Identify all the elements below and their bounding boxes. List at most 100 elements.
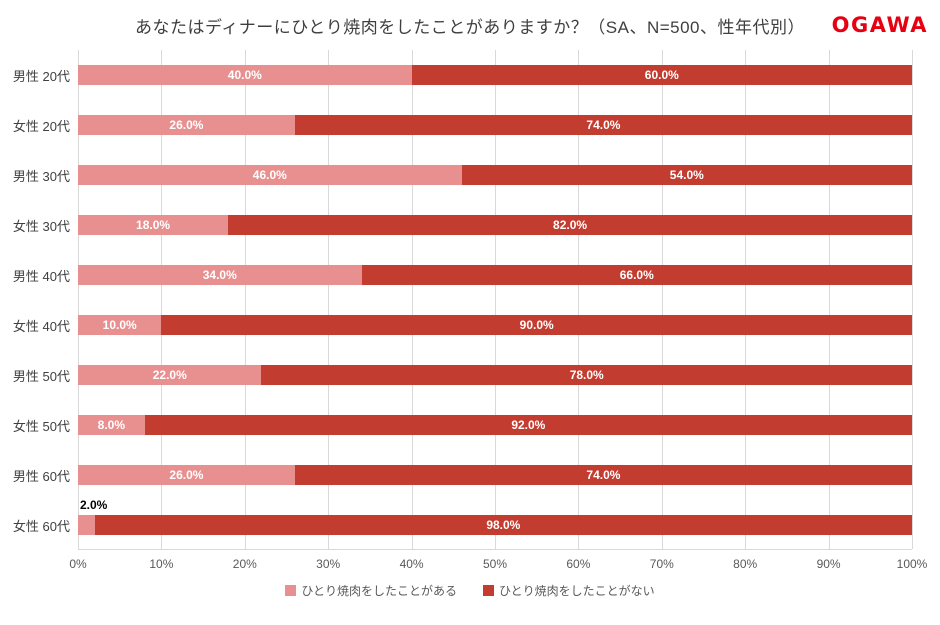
chart-row: 女性 30代 18.0% 82.0% bbox=[13, 200, 912, 250]
category-label: 男性 60代 bbox=[12, 468, 70, 484]
value-label: 66.0% bbox=[619, 268, 654, 282]
legend-label: ひとり焼肉をしたことがある bbox=[301, 584, 457, 598]
x-tick-label: 20% bbox=[232, 557, 257, 571]
category-label: 女性 20代 bbox=[12, 118, 70, 134]
value-label: 78.0% bbox=[569, 368, 604, 382]
value-label: 92.0% bbox=[511, 418, 546, 432]
value-label: 82.0% bbox=[553, 218, 588, 232]
category-label: 男性 20代 bbox=[12, 68, 70, 84]
bar-segment-has-done: 26.0% bbox=[78, 115, 295, 135]
x-tick-label: 100% bbox=[896, 557, 928, 571]
value-label: 74.0% bbox=[586, 118, 621, 132]
chart-legend: ひとり焼肉をしたことがある ひとり焼肉をしたことがない bbox=[0, 582, 940, 599]
x-tick-label: 60% bbox=[566, 557, 591, 571]
stacked-bar: 8.0% 92.0% bbox=[78, 415, 912, 435]
bar-segment-has-done: 40.0% bbox=[78, 65, 412, 85]
x-tick-label: 30% bbox=[316, 557, 341, 571]
bar-segment-has-done: 46.0% bbox=[78, 165, 462, 185]
chart-row: 女性 40代 10.0% 90.0% bbox=[13, 300, 912, 350]
value-label: 34.0% bbox=[202, 268, 237, 282]
gridline bbox=[161, 50, 163, 549]
gridline bbox=[828, 50, 830, 549]
value-label: 18.0% bbox=[136, 218, 171, 232]
value-label: 40.0% bbox=[227, 68, 262, 82]
chart-row: 女性 20代 26.0% 74.0% bbox=[13, 100, 912, 150]
value-label: 90.0% bbox=[519, 318, 554, 332]
bar-segment-has-done: 26.0% bbox=[78, 465, 295, 485]
legend-swatch-icon bbox=[483, 585, 494, 596]
x-tick-label: 70% bbox=[649, 557, 674, 571]
category-label: 男性 40代 bbox=[12, 268, 70, 284]
legend-item: ひとり焼肉をしたことがない bbox=[483, 582, 655, 599]
gridline bbox=[495, 50, 496, 549]
x-axis: 0% 10% 20% 30% 40% 50% 60% 70% 80% 90% 100% bbox=[69, 550, 927, 576]
bar-segment-has-done: 34.0% bbox=[78, 265, 362, 285]
chart-row: 男性 60代 26.0% 74.0% bbox=[13, 450, 912, 500]
value-label: 8.0% bbox=[97, 418, 126, 432]
x-tick-label: 50% bbox=[482, 557, 508, 571]
bar-segment-has-done: 22.0% bbox=[78, 365, 262, 385]
gridline bbox=[578, 50, 580, 549]
stacked-bar: 26.0% 74.0% bbox=[78, 115, 912, 135]
bar-segment-never-done: 92.0% bbox=[144, 415, 912, 435]
value-label: 46.0% bbox=[252, 168, 287, 182]
category-label: 女性 50代 bbox=[12, 418, 70, 434]
value-label: 74.0% bbox=[586, 468, 621, 482]
x-tick-label: 10% bbox=[149, 557, 174, 571]
value-label: 26.0% bbox=[169, 118, 204, 132]
stacked-bar: 22.0% 78.0% bbox=[78, 365, 912, 385]
stacked-bar: 10.0% 90.0% bbox=[78, 315, 912, 335]
gridline bbox=[745, 50, 747, 549]
category-label: 女性 30代 bbox=[12, 218, 70, 234]
bar-segment-has-done: 8.0% bbox=[78, 415, 145, 435]
gridline bbox=[78, 50, 79, 549]
category-label: 女性 40代 bbox=[12, 318, 70, 334]
gridline bbox=[411, 50, 413, 549]
chart-title: あなたはディナーにひとり焼肉をしたことがありますか？（SA、N=500、性年代別… bbox=[134, 17, 806, 37]
stacked-bar: 18.0% 82.0% bbox=[78, 215, 912, 235]
bar-segment-never-done: 54.0% bbox=[461, 165, 912, 185]
category-label: 男性 50代 bbox=[12, 368, 70, 384]
value-label: 60.0% bbox=[644, 68, 679, 82]
category-label: 男性 30代 bbox=[12, 168, 70, 184]
chart-row: 女性 50代 8.0% 92.0% bbox=[13, 400, 912, 450]
x-tick-label: 90% bbox=[816, 557, 841, 571]
stacked-bar: 34.0% 66.0% bbox=[78, 265, 912, 285]
stacked-bar-chart: 男性 20代 40.0% 60.0% 女性 20代 26.0% 74.0% 男性 30代 46… bbox=[0, 50, 940, 599]
chart-page: あなたはディナーにひとり焼肉をしたことがありますか？（SA、N=500、性年代別… bbox=[0, 0, 940, 599]
gridline bbox=[244, 50, 246, 549]
legend-swatch-icon bbox=[285, 585, 297, 596]
value-label: 26.0% bbox=[169, 468, 204, 482]
x-tick-label: 0% bbox=[69, 557, 87, 571]
stacked-bar: 2.0% 98.0% bbox=[78, 498, 912, 535]
bar-segment-never-done: 78.0% bbox=[261, 365, 912, 385]
bar-segment-never-done: 66.0% bbox=[361, 265, 912, 285]
value-label: 2.0% bbox=[80, 498, 108, 512]
legend-item: ひとり焼肉をしたことがある bbox=[285, 582, 457, 599]
x-tick-label: 80% bbox=[733, 557, 758, 571]
chart-row: 男性 50代 22.0% 78.0% bbox=[13, 350, 912, 400]
chart-header: あなたはディナーにひとり焼肉をしたことがありますか？（SA、N=500、性年代別… bbox=[0, 0, 940, 50]
chart-row: 女性 60代 2.0% 98.0% bbox=[13, 498, 912, 550]
bar-segment-has-done: 10.0% bbox=[78, 315, 162, 335]
gridline bbox=[328, 50, 330, 549]
bar-rows: 男性 20代 40.0% 60.0% 女性 20代 26.0% 74.0% 男性 30代 46… bbox=[13, 50, 912, 550]
value-label: 98.0% bbox=[486, 518, 521, 532]
chart-row: 男性 20代 40.0% 60.0% bbox=[13, 50, 912, 100]
bar-segment-never-done: 60.0% bbox=[411, 65, 912, 85]
bar-segment-never-done: 90.0% bbox=[161, 315, 912, 335]
bar-segment-never-done: 74.0% bbox=[294, 115, 912, 135]
legend-label: ひとり焼肉をしたことがない bbox=[499, 584, 655, 598]
bar-segment-never-done: 74.0% bbox=[294, 465, 912, 485]
value-label: 54.0% bbox=[669, 168, 704, 182]
bar-segment-has-done: 2.0% bbox=[78, 498, 107, 535]
plot-area: 男性 20代 40.0% 60.0% 女性 20代 26.0% 74.0% 男性 30代 46… bbox=[13, 50, 913, 550]
stacked-bar: 46.0% 54.0% bbox=[78, 165, 912, 185]
category-label: 女性 60代 bbox=[12, 518, 70, 534]
stacked-bar: 40.0% 60.0% bbox=[78, 65, 912, 85]
gridline bbox=[912, 50, 913, 549]
stacked-bar: 26.0% 74.0% bbox=[78, 465, 912, 485]
chart-row: 男性 40代 34.0% 66.0% bbox=[13, 250, 912, 300]
gridline bbox=[661, 50, 663, 549]
chart-row: 男性 30代 46.0% 54.0% bbox=[13, 150, 912, 200]
